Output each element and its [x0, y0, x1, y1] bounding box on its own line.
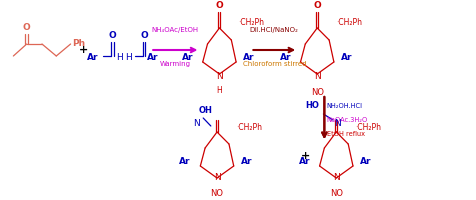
Text: Ar: Ar: [147, 53, 158, 62]
Text: Warming: Warming: [159, 61, 190, 67]
Text: ·CH₂Ph: ·CH₂Ph: [236, 123, 262, 132]
Text: ·CH₂Ph: ·CH₂Ph: [355, 123, 381, 132]
Text: EtOH reflux: EtOH reflux: [326, 131, 364, 137]
Text: N: N: [332, 173, 339, 182]
Text: NH₂OH.HCl: NH₂OH.HCl: [326, 103, 362, 109]
Text: Ph: Ph: [72, 40, 86, 48]
Text: O: O: [215, 1, 223, 10]
Text: ·CH₂Ph: ·CH₂Ph: [336, 18, 362, 27]
Text: H: H: [216, 86, 222, 95]
Text: OH: OH: [198, 106, 212, 114]
Text: H: H: [125, 53, 132, 62]
Text: N: N: [333, 119, 340, 129]
Text: +: +: [300, 151, 309, 161]
Text: NaOAc.3H₂O: NaOAc.3H₂O: [326, 117, 367, 123]
Text: HO: HO: [305, 102, 319, 110]
Text: H: H: [116, 53, 122, 62]
Text: Dil.HCl/NaNO₂: Dil.HCl/NaNO₂: [249, 27, 298, 33]
Text: Ar: Ar: [340, 53, 352, 62]
Text: N: N: [213, 173, 220, 182]
Text: Ar: Ar: [87, 53, 99, 62]
Text: NO: NO: [310, 88, 323, 97]
Text: Ar: Ar: [279, 53, 290, 62]
Text: Ar: Ar: [179, 158, 190, 166]
Text: Ar: Ar: [298, 158, 309, 166]
Text: Ar: Ar: [243, 53, 254, 62]
Text: O: O: [140, 31, 148, 40]
Text: O: O: [313, 1, 320, 10]
Text: Ar: Ar: [181, 53, 193, 62]
Text: NH₄OAc/EtOH: NH₄OAc/EtOH: [151, 27, 198, 33]
Text: Chloroform stirred: Chloroform stirred: [242, 61, 306, 67]
Text: N: N: [216, 72, 222, 81]
Text: NO: NO: [210, 190, 223, 198]
Text: N: N: [193, 119, 200, 129]
Text: O: O: [23, 23, 30, 32]
Text: +: +: [79, 45, 88, 55]
Text: ·CH₂Ph: ·CH₂Ph: [238, 18, 264, 27]
Text: N: N: [313, 72, 320, 81]
Text: NO: NO: [329, 190, 342, 198]
Text: Ar: Ar: [240, 158, 252, 166]
Text: Ar: Ar: [359, 158, 371, 166]
Text: O: O: [109, 31, 116, 40]
